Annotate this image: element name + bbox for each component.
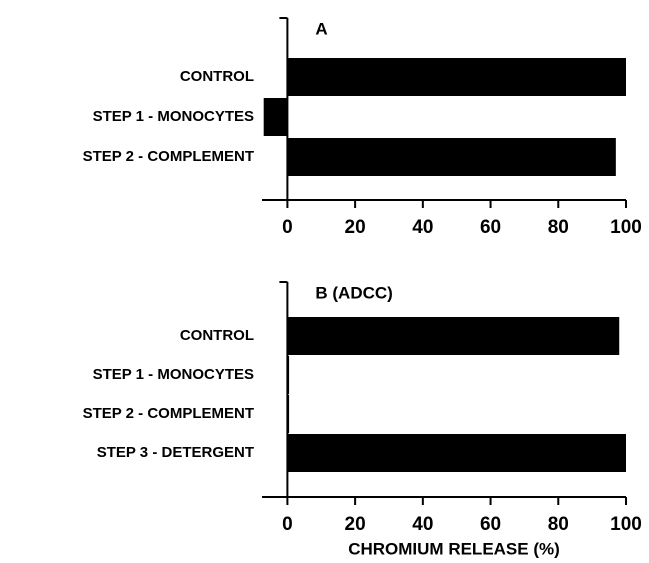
y-tick-label: CONTROL [180,68,254,85]
bar [287,434,626,472]
y-tick-label: STEP 2 - COMPLEMENT [83,405,254,422]
x-tick-label: 100 [610,514,642,535]
y-tick-label: STEP 2 - COMPLEMENT [83,148,254,165]
panel-title: A [315,19,327,38]
panel-title: B (ADCC) [315,283,392,302]
bar [287,395,290,433]
x-tick-label: 20 [345,217,366,238]
x-tick-label: 60 [480,514,501,535]
bar [263,98,288,136]
x-tick-label: 60 [480,217,501,238]
bar [287,58,626,96]
y-tick-label: STEP 1 - MONOCYTES [93,366,254,383]
x-tick-label: 40 [412,217,433,238]
bar [287,317,620,355]
x-tick-label: 80 [548,217,569,238]
x-tick-label: 0 [282,217,293,238]
x-tick-label: 80 [548,514,569,535]
y-tick-label: CONTROL [180,327,254,344]
bar [287,138,616,176]
bar [287,356,290,394]
x-tick-label: 40 [412,514,433,535]
x-tick-label: 100 [610,217,642,238]
y-tick-label: STEP 1 - MONOCYTES [93,108,254,125]
x-axis-label: CHROMIUM RELEASE (%) [348,539,560,558]
x-tick-label: 20 [345,514,366,535]
y-tick-label: STEP 3 - DETERGENT [97,444,254,461]
x-tick-label: 0 [282,514,293,535]
